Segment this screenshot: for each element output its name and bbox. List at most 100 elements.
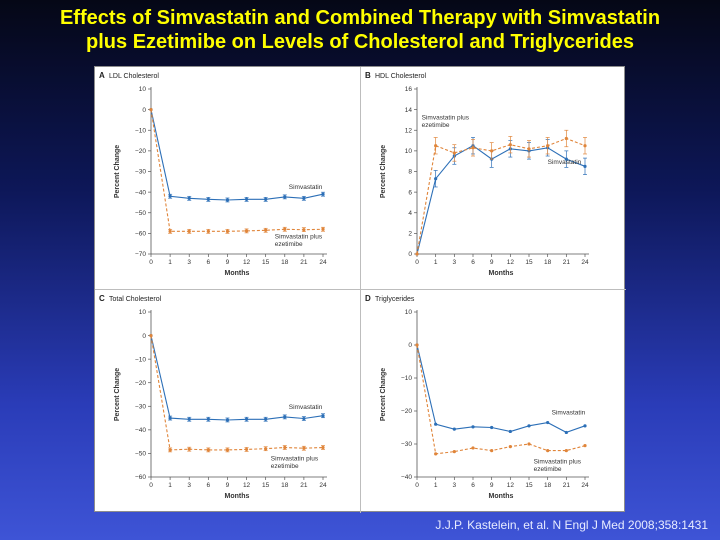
x-tick-label: 15 <box>262 482 270 489</box>
y-tick-label: −20 <box>401 408 412 415</box>
y-tick-label: −10 <box>401 375 412 382</box>
x-tick-label: 21 <box>563 482 571 489</box>
data-point <box>434 422 438 426</box>
panel-title: LDL Cholesterol <box>109 73 159 80</box>
x-tick-label: 9 <box>226 259 230 266</box>
slide-title: Effects of Simvastatin and Combined Ther… <box>0 6 720 54</box>
data-point <box>583 444 587 448</box>
data-point <box>527 424 531 428</box>
y-tick-label: 10 <box>405 148 413 155</box>
series-line-combined <box>150 335 324 451</box>
data-point <box>452 427 456 431</box>
chart-panel-A: A LDL Cholesterol100−10−20−30−40−50−60−70… <box>99 71 327 277</box>
data-point <box>225 448 230 452</box>
y-axis-label: Percent Change <box>114 145 121 198</box>
x-tick-label: 24 <box>319 259 327 266</box>
y-tick-label: −20 <box>135 148 146 155</box>
x-tick-label: 21 <box>300 482 308 489</box>
y-tick-label: −30 <box>135 403 146 410</box>
data-point <box>244 447 249 452</box>
x-tick-label: 3 <box>187 482 191 489</box>
data-point <box>564 157 568 161</box>
y-tick-label: 0 <box>142 107 146 114</box>
y-tick-label: −40 <box>135 189 146 196</box>
panel-letter: A <box>99 71 105 80</box>
data-point <box>583 144 587 148</box>
x-tick-label: 18 <box>544 259 552 266</box>
data-point <box>434 177 438 181</box>
data-point <box>264 447 268 451</box>
data-point <box>508 429 512 434</box>
series-line-simvastatin <box>150 335 324 421</box>
y-tick-label: −30 <box>135 169 146 176</box>
x-tick-label: 3 <box>453 482 457 489</box>
y-axis-label: Percent Change <box>114 368 121 421</box>
slide-title-line-1: Effects of Simvastatin and Combined Ther… <box>59 7 661 29</box>
y-tick-label: −30 <box>401 441 412 448</box>
series-line-simvastatin <box>150 109 324 201</box>
data-point <box>283 227 287 231</box>
x-axis-label: Months <box>225 270 250 277</box>
series-annotation: Simvastatin plus <box>275 233 323 240</box>
y-tick-label: 4 <box>408 210 412 217</box>
x-tick-label: 6 <box>207 259 211 266</box>
series-annotation: Simvastatin plus <box>271 456 319 463</box>
data-point <box>283 415 287 419</box>
data-point <box>321 227 325 231</box>
data-point <box>471 425 475 429</box>
data-point <box>508 143 512 147</box>
data-point <box>264 197 268 201</box>
data-point <box>490 149 494 153</box>
x-tick-label: 24 <box>581 482 589 489</box>
x-tick-label: 24 <box>581 259 589 266</box>
data-point <box>508 445 512 449</box>
panel-title: Triglycerides <box>375 296 415 303</box>
x-tick-label: 1 <box>434 482 438 489</box>
data-point <box>168 229 172 233</box>
data-point <box>149 333 153 338</box>
y-tick-label: 6 <box>408 189 412 196</box>
data-point <box>206 417 210 421</box>
data-point <box>187 447 191 451</box>
y-tick-label: −40 <box>135 427 146 434</box>
data-point <box>206 448 210 452</box>
chart-panel-B: B HDL Cholesterol 16 14 12 10 8 6 4 2 00 1 3 6 9 12 15 18… <box>365 71 589 277</box>
slide-title-line-2: plus Ezetimibe on Levels of Cholesterol … <box>86 31 634 53</box>
x-tick-label: 0 <box>415 482 419 489</box>
data-point <box>225 198 230 202</box>
x-tick-label: 9 <box>490 259 494 266</box>
x-tick-label: 15 <box>525 259 533 266</box>
data-point <box>264 417 268 421</box>
x-tick-label: 15 <box>262 259 270 266</box>
data-point <box>244 417 249 421</box>
data-point <box>546 144 550 148</box>
chart-panel-C: C Total Cholesterol100−10−20−30−40−50−600… <box>99 294 327 500</box>
data-point <box>168 416 172 420</box>
data-point <box>415 252 419 256</box>
data-point <box>546 449 550 453</box>
data-point <box>546 420 550 425</box>
series-line-combined <box>416 344 586 455</box>
x-tick-label: 6 <box>207 482 211 489</box>
data-point <box>471 446 475 450</box>
figure-panel: A LDL Cholesterol 10 0 −10 −20 −30 −40 −50 −60 −70… <box>94 66 626 513</box>
data-point <box>244 197 249 201</box>
series-annotation: Simvastatin plus <box>422 115 470 122</box>
four-panel-line-charts: A LDL Cholesterol100−10−20−30−40−50−60−70… <box>95 67 626 513</box>
series-line-combined <box>416 137 586 255</box>
series-annotation: Simvastatin <box>552 410 586 417</box>
series-annotation: ezetimibe <box>271 463 299 470</box>
x-tick-label: 6 <box>471 482 475 489</box>
x-tick-label: 9 <box>226 482 230 489</box>
x-axis-label: Months <box>225 493 250 500</box>
data-point <box>564 430 568 435</box>
y-tick-label: 10 <box>405 309 413 316</box>
data-point <box>564 136 568 141</box>
y-tick-label: 0 <box>408 251 412 258</box>
x-tick-label: 1 <box>168 482 172 489</box>
y-tick-label: 8 <box>408 169 412 176</box>
y-tick-label: −60 <box>135 231 146 238</box>
y-axis-label: Percent Change <box>380 368 387 421</box>
data-point <box>264 228 268 232</box>
